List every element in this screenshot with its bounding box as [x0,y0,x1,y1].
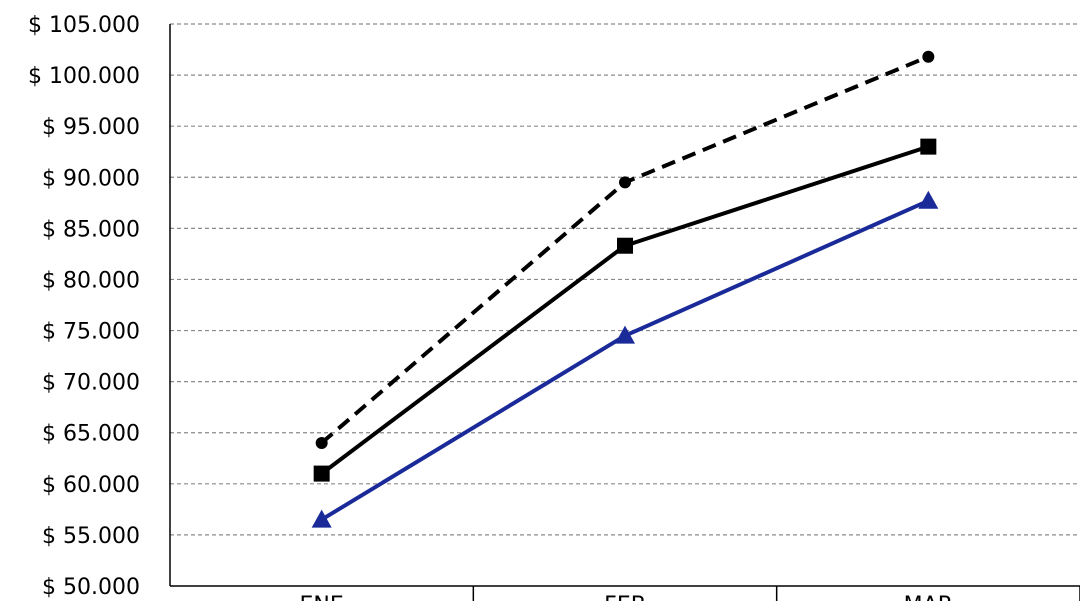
y-tick-label: $ 90.000 [42,166,140,191]
data-point-marker [615,325,635,344]
data-point-marker [922,50,935,63]
gridlines [170,23,1080,536]
y-tick-label: $ 50.000 [42,575,140,600]
axes [169,24,1080,601]
y-tick-label: $ 80.000 [42,268,140,293]
x-tick-label: FEB [604,593,646,601]
x-axis-tick-labels: ENE FEB MAR [300,593,953,601]
y-tick-label: $ 85.000 [42,217,140,242]
y-tick-label: $ 55.000 [42,524,140,549]
data-point-marker [918,190,939,209]
data-point-marker [920,138,937,155]
y-tick-label: $ 100.000 [28,64,140,89]
y-tick-label: $ 95.000 [42,115,140,140]
y-axis-tick-labels: $ 50.000 $ 55.000 $ 60.000 $ 65.000 $ 70.000… [28,13,140,600]
y-tick-label: $ 105.000 [28,13,140,38]
data-point-marker [311,509,332,528]
series-group [311,50,939,528]
y-tick-label: $ 65.000 [42,422,140,447]
data-point-marker [617,237,633,254]
y-tick-label: $ 60.000 [42,473,140,498]
series-line-2 [320,144,929,476]
y-tick-label: $ 75.000 [42,320,140,345]
x-tick-label: ENE [300,593,344,601]
x-tick-label: MAR [904,593,953,601]
data-point-marker [619,176,631,189]
data-point-marker [313,465,330,482]
data-point-marker [315,436,328,449]
y-tick-label: $ 70.000 [42,371,140,396]
